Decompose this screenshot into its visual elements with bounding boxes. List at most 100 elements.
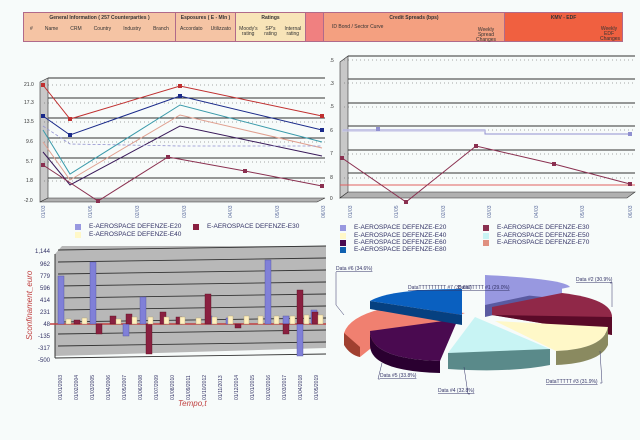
legend-swatch-icon [340, 246, 346, 253]
legend-item[interactable]: E-AEROSPACE DEFENZE-E70 [483, 239, 589, 246]
header-group-title: Ratings [261, 15, 280, 21]
svg-text:01/01/2003: 01/01/2003 [58, 375, 64, 400]
svg-text:01/06/2008: 01/06/2008 [138, 375, 144, 400]
svg-text:17.3: 17.3 [330, 81, 334, 87]
bar-chart-legend: E-AEROSPACE DEFENZE-E20 E-AEROSPACE DEFE… [75, 223, 325, 243]
svg-text:01/03: 01/03 [41, 205, 47, 218]
svg-text:01/03: 01/03 [348, 205, 354, 218]
svg-text:596: 596 [40, 286, 51, 292]
svg-text:-135: -135 [38, 334, 51, 340]
svg-text:-317: -317 [38, 346, 51, 352]
svg-text:01/08/2010: 01/08/2010 [170, 375, 176, 400]
svg-text:01/09/2011: 01/09/2011 [186, 375, 192, 400]
column-header-internal-rating[interactable]: Internal rating [284, 26, 302, 37]
legend-label: E-AEROSPACE DEFENZE-E80 [354, 246, 447, 253]
svg-text:414: 414 [40, 298, 51, 304]
svg-text:05/03: 05/03 [275, 205, 281, 218]
svg-text:9.6: 9.6 [330, 128, 333, 134]
svg-text:-500: -500 [38, 358, 51, 364]
column-header-index[interactable]: # [30, 26, 33, 32]
svg-text:01/05: 01/05 [88, 205, 94, 218]
column-header-crm[interactable]: CRM [70, 26, 82, 32]
legend-item[interactable]: E-AEROSPACE DEFENZE-E40 [340, 232, 446, 239]
column-header-utilizzato[interactable]: Utilizzato [210, 26, 231, 32]
header-group-kmv-edf: KMV - EDF Weekly EDF Changes [505, 13, 622, 42]
legend-item[interactable]: E-AEROSPACE DEFENZE-E30 [483, 224, 589, 231]
legend-item[interactable]: E-AEROSPACE DEFENZE-E50 [483, 232, 589, 239]
svg-text:9.6: 9.6 [26, 139, 33, 145]
legend-label: E-AEROSPACE DEFENZE-E20 [354, 224, 447, 231]
column-header-industry[interactable]: Industry [123, 26, 142, 32]
header-group-exposures: Esposures ( E - Mln ) Accordato Utilizza… [176, 13, 236, 41]
svg-text:01/04/2006: 01/04/2006 [106, 375, 112, 400]
svg-text:06/03: 06/03 [321, 205, 327, 218]
svg-text:02/03: 02/03 [441, 205, 447, 218]
legend-item[interactable]: E-AEROSPACE DEFENZE-E60 [340, 239, 446, 246]
legend-swatch-icon [340, 232, 346, 239]
svg-text:01/02/2016: 01/02/2016 [266, 375, 272, 400]
svg-text:DataTTTTT #1 (29.0%): DataTTTTT #1 (29.0%) [458, 285, 510, 291]
pie-chart: DataTTTTT #1 (29.0%) Data #2 (30.9%) Dat… [330, 255, 640, 405]
svg-text:01/01/2015: 01/01/2015 [250, 375, 256, 400]
svg-text:03/03: 03/03 [487, 205, 493, 218]
svg-text:Data #4 (32.8%): Data #4 (32.8%) [438, 388, 475, 394]
legend-label: E-AEROSPACE DEFENZE-E30 [497, 224, 590, 231]
line-chart-left: 21.0 17.3 13.5 9.6 5.7 1.8 -2.0 01/03 01/05 0… [0, 70, 330, 220]
svg-text:Data #6 (34.6%): Data #6 (34.6%) [336, 266, 373, 272]
legend-label: E-AEROSPACE DEFENZE-E30 [207, 223, 300, 230]
legend-swatch-icon [340, 224, 346, 231]
legend-label: E-AEROSPACE DEFENZE-E40 [89, 231, 182, 238]
svg-text:01/05: 01/05 [394, 205, 400, 218]
svg-text:1.8: 1.8 [26, 178, 33, 184]
legend-item[interactable]: E-AEROSPACE DEFENZE-E40 [75, 231, 181, 238]
svg-text:03/03: 03/03 [182, 205, 188, 218]
svg-text:01/03/2017: 01/03/2017 [282, 375, 288, 400]
svg-text:13.5: 13.5 [330, 104, 334, 110]
column-header-country[interactable]: Country [93, 26, 112, 32]
svg-text:02/03: 02/03 [135, 205, 141, 218]
svg-text:5.7: 5.7 [330, 151, 333, 157]
svg-text:21.0: 21.0 [24, 82, 34, 88]
svg-text:1,144: 1,144 [35, 249, 51, 255]
svg-text:Data #5 (33.8%): Data #5 (33.8%) [380, 373, 417, 379]
svg-text:DataTTTTT #3 (31.9%): DataTTTTT #3 (31.9%) [546, 379, 598, 385]
legend-label: E-AEROSPACE DEFENZE-E20 [89, 223, 182, 230]
legend-swatch-icon [193, 223, 199, 230]
header-group-ratings: Ratings Moody's rating SP's rating Inter… [236, 13, 306, 41]
svg-text:01/02/2004: 01/02/2004 [74, 375, 80, 400]
column-header-weekly-edf-changes[interactable]: Weekly EDF Changes [600, 26, 621, 42]
svg-text:01/04/2018: 01/04/2018 [298, 375, 304, 400]
svg-text:-2.0: -2.0 [24, 198, 33, 204]
svg-text:Sconfinament_euro: Sconfinament_euro [25, 270, 34, 340]
legend-item[interactable]: E-AEROSPACE DEFENZE-E80 [340, 246, 446, 253]
pie-chart-legend: E-AEROSPACE DEFENZE-E20 E-AEROSPACE DEFE… [340, 224, 640, 254]
legend-item[interactable]: E-AEROSPACE DEFENZE-E30 [193, 223, 299, 230]
svg-text:04/03: 04/03 [228, 205, 234, 218]
svg-text:DataTTTTTTTTT #7 (35.6%): DataTTTTTTTTT #7 (35.6%) [408, 285, 472, 291]
svg-text:Data #2 (30.9%): Data #2 (30.9%) [576, 277, 613, 283]
legend-item[interactable]: E-AEROSPACE DEFENZE-E20 [75, 223, 181, 230]
legend-swatch-icon [75, 231, 81, 238]
column-header-accordato[interactable]: Accordato [180, 26, 203, 32]
column-header-weekly-spread-changes[interactable]: Weekly Spread Changes [476, 27, 497, 43]
legend-swatch-icon [75, 223, 81, 230]
header-group-title: Esposures ( E - Mln ) [180, 15, 231, 21]
svg-text:01/05/2007: 01/05/2007 [122, 375, 128, 400]
header-group-general-info: General Information ( 257 Counterparties… [24, 13, 176, 41]
svg-text:1.8: 1.8 [330, 175, 333, 181]
column-header-branch[interactable]: Branch [153, 26, 169, 32]
svg-text:06/03: 06/03 [628, 205, 634, 218]
header-group-title: Credit Spreads (bps) [389, 15, 439, 21]
legend-item[interactable]: E-AEROSPACE DEFENZE-E20 [340, 224, 446, 231]
legend-label: E-AEROSPACE DEFENZE-E70 [497, 239, 590, 246]
column-header-name[interactable]: Name [44, 26, 59, 32]
svg-text:Tempo,t: Tempo,t [178, 399, 207, 408]
svg-text:21.5: 21.5 [330, 58, 334, 64]
column-header-sp-rating[interactable]: SP's rating [264, 26, 277, 37]
legend-swatch-icon [483, 239, 489, 246]
legend-swatch-icon [483, 224, 489, 231]
svg-text:04/03: 04/03 [534, 205, 540, 218]
column-header-moodys-rating[interactable]: Moody's rating [239, 26, 258, 37]
svg-text:-2.0: -2.0 [330, 196, 333, 202]
column-header-id-bond[interactable]: ID Bond / Sector Curve [332, 24, 384, 30]
